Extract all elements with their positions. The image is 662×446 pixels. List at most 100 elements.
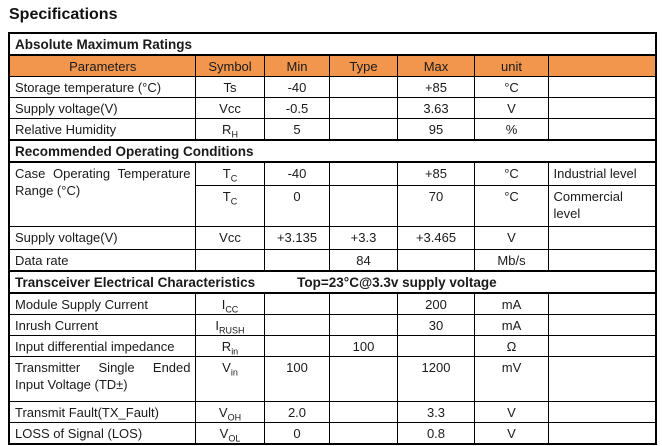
cell-unit: mA [473,292,549,315]
cell-min [263,248,330,271]
cell-symbol: Rin [194,334,265,357]
table-row-data-rate: Data rate 84 Mb/s [8,248,657,271]
cell-unit: V [473,225,549,250]
cell-min [263,292,330,315]
cell-symbol: RH [194,118,265,141]
cell-symbol: Vin [194,355,265,402]
cell-symbol: IRUSH [194,313,265,336]
cell-symbol: Ts [194,76,265,98]
table-row-relative-humidity: Relative Humidity RH 5 95 % [8,118,657,141]
cell-min: +3.135 [263,225,330,250]
cell-min: -40 [263,76,330,98]
symbol-text: Vcc [219,229,241,245]
cell-note [547,76,657,98]
cell-type [328,118,398,141]
section-title-cell: Transceiver Electrical Characteristics To… [8,269,657,294]
cell-type [328,184,398,227]
symbol-subscript: CC [225,304,239,314]
cell-max: 3.63 [396,97,475,119]
table-row-input-differential-impedance: Input differential impedance Rin 100 Ω [8,334,657,357]
cell-max: 30 [396,313,475,336]
table-row-case-temp-commercial: TC 0 70 °C Commercial level [9,184,657,227]
cell-max: 1200 [396,355,475,402]
cell-max: 70 [396,184,475,227]
symbol-subscript: C [230,173,238,184]
column-header-min: Min [263,54,330,77]
column-header-unit: unit [473,54,549,77]
cell-note [547,355,657,402]
cell-max: 95 [396,118,475,141]
symbol-text: T [222,166,231,181]
cell-parameter: Transmitter Single Ended Input Voltage (… [8,355,196,402]
table-row-storage-temperature: Storage temperature (°C) Ts -40 +85 °C [8,76,657,98]
symbol-subscript: C [230,196,238,207]
table-row-supply-voltage-rec: Supply voltage(V) Vcc +3.135 +3.3 +3.465… [8,225,657,250]
cell-note [547,334,657,357]
cell-unit: Ω [473,334,549,357]
table-row-case-temp-industrial: Case Operating Temperature Range (°C) TC… [8,161,657,227]
cell-max [396,248,475,271]
cell-type [328,400,398,423]
symbol-text: Vcc [219,101,241,116]
symbol-text: V [222,359,231,375]
cell-symbol: Vcc [194,225,265,250]
cell-min: 5 [263,118,330,141]
cell-max: +3.465 [396,225,475,250]
cell-parameter: Transmit Fault(TX_Fault) [8,400,196,423]
symbol-subscript: OL [228,433,241,444]
cell-unit: mA [473,313,549,336]
cell-unit: V [473,421,549,444]
cell-min: 0 [263,421,330,444]
cell-symbol: TC [194,161,265,186]
cell-max: 0.8 [396,421,475,444]
cell-parameter: Module Supply Current [8,292,196,315]
column-header-max: Max [396,54,475,77]
cell-symbol: ICC [194,292,265,315]
symbol-text: Ts [223,80,237,95]
cell-note [547,292,657,315]
cell-max: +85 [396,76,475,98]
cell-type: 84 [328,248,398,271]
section-condition: Top=23°C@3.3v supply voltage [297,274,497,290]
cell-note [547,97,657,119]
table-row-inrush-current: Inrush Current IRUSH 30 mA [8,313,657,336]
cell-note [547,225,657,250]
cell-note: Commercial level [547,184,657,227]
symbol-text: I [221,296,226,312]
cell-min [263,313,330,336]
specifications-table: Absolute Maximum Ratings Parameters Symb… [8,32,658,445]
cell-note: Industrial level [547,161,657,186]
symbol-text: V [218,404,228,420]
cell-unit: V [473,97,549,119]
section-title: Recommended Operating Conditions [8,139,657,163]
symbol-subscript: in [230,367,238,378]
cell-type [328,313,398,336]
cell-symbol: TC [194,184,265,227]
cell-parameter: Supply voltage(V) [8,97,196,119]
table-row-loss-of-signal: LOSS of Signal (LOS) VOL 0 0.8 V [8,421,657,444]
cell-note [547,313,657,336]
cell-parameter: LOSS of Signal (LOS) [8,421,196,444]
cell-unit: % [473,118,549,141]
cell-min: 100 [263,355,330,402]
section-row-absolute-maximum-ratings: Absolute Maximum Ratings [8,32,657,56]
table-row-module-supply-current: Module Supply Current ICC 200 mA [8,292,657,315]
cell-max [396,334,475,357]
symbol-text: V [219,425,229,441]
cell-note [547,248,657,271]
cell-type: +3.3 [328,225,398,250]
cell-max: +85 [396,161,475,186]
cell-min: 2.0 [263,400,330,423]
cell-type [328,355,398,402]
symbol-subscript: OH [227,412,242,422]
symbol-text: R [221,338,232,354]
cell-max: 3.3 [396,400,475,423]
cell-symbol: Vcc [194,97,265,119]
cell-max: 200 [396,292,475,315]
cell-symbol [194,248,265,271]
column-header-note [547,54,657,77]
cell-min: -40 [263,161,330,186]
cell-symbol: VOH [194,400,265,423]
symbol-subscript: in [231,346,239,356]
cell-type [328,161,398,186]
